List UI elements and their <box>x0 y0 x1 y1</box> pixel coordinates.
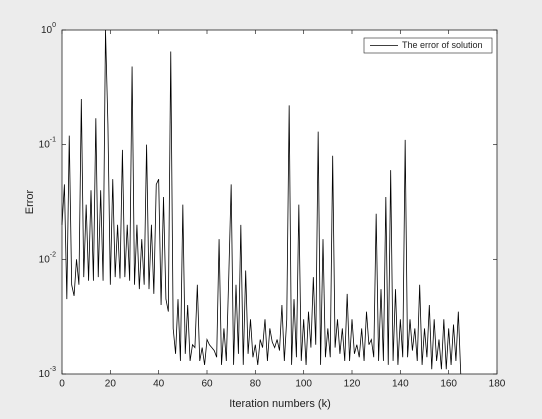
y-tick-label: 10-3 <box>39 366 56 380</box>
x-tick-label: 20 <box>105 379 117 390</box>
y-tick-exponent: 0 <box>52 22 56 29</box>
plot-area <box>61 29 498 375</box>
y-tick-exponent: -1 <box>50 137 56 144</box>
x-tick-label: 100 <box>295 379 312 390</box>
y-tick-base: 10 <box>39 139 51 150</box>
y-tick-base: 10 <box>39 254 51 265</box>
x-tick-label: 160 <box>440 379 457 390</box>
x-tick-label: 40 <box>153 379 165 390</box>
y-tick-label: 100 <box>41 22 56 36</box>
y-axis-label: Error <box>24 189 36 214</box>
x-tick-label: 60 <box>201 379 213 390</box>
x-tick-label: 140 <box>392 379 409 390</box>
x-tick-label: 180 <box>489 379 506 390</box>
y-tick-exponent: -3 <box>50 366 56 373</box>
y-tick-label: 10-2 <box>39 251 56 265</box>
x-axis-label: Iteration numbers (k) <box>229 398 330 410</box>
legend-box <box>363 37 493 54</box>
x-tick-label: 0 <box>59 379 65 390</box>
x-tick-label: 120 <box>344 379 361 390</box>
y-tick-label: 10-1 <box>39 137 56 151</box>
legend-label: The error of solution <box>402 40 483 50</box>
y-tick-base: 10 <box>39 369 51 380</box>
x-tick-label: 80 <box>250 379 262 390</box>
y-tick-base: 10 <box>41 25 53 36</box>
y-tick-exponent: -2 <box>50 251 56 258</box>
data-line <box>61 29 462 375</box>
